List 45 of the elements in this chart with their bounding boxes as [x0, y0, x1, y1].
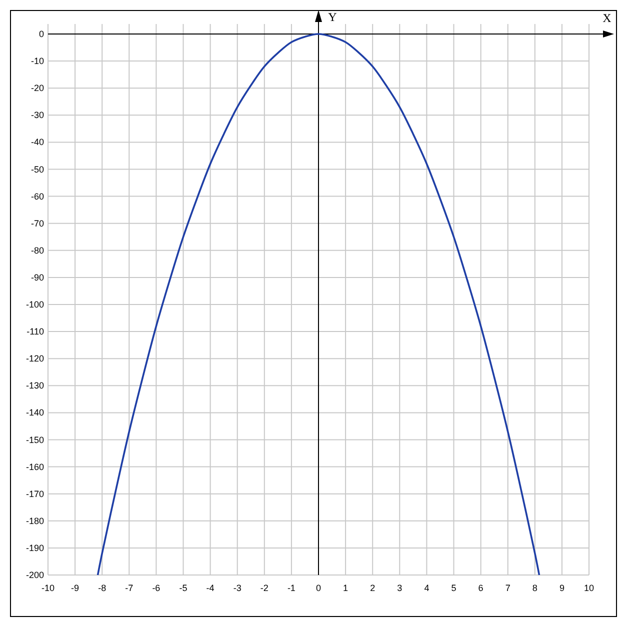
x-tick-label: 8 — [532, 583, 538, 593]
y-tick-label: -180 — [26, 516, 44, 526]
x-tick-label: 10 — [584, 583, 594, 593]
x-tick-label: 3 — [397, 583, 402, 593]
x-tick-label: 2 — [370, 583, 376, 593]
x-tick-label: -2 — [260, 583, 268, 593]
y-tick-label: -120 — [26, 354, 44, 364]
x-tick-label: -9 — [71, 583, 80, 593]
x-tick-label: 9 — [559, 583, 564, 593]
y-tick-label: -100 — [26, 300, 44, 310]
y-tick-label: -150 — [26, 434, 44, 445]
y-tick-label: -200 — [26, 570, 44, 580]
y-tick-label: -190 — [26, 542, 44, 553]
x-tick-label: -6 — [152, 583, 160, 593]
x-tick-label: 0 — [316, 583, 322, 593]
y-tick-label: -30 — [30, 110, 44, 120]
y-tick-label: 0 — [38, 29, 44, 39]
y-tick-label: -170 — [26, 488, 44, 499]
y-axis-title: Y — [328, 10, 338, 24]
y-tick-label: -90 — [30, 272, 44, 282]
x-tick-label: -5 — [179, 583, 188, 593]
x-tick-label: -10 — [41, 583, 55, 593]
y-tick-label: -110 — [26, 326, 44, 337]
y-tick-label: -20 — [30, 83, 44, 94]
y-tick-label: -160 — [26, 462, 44, 472]
line-series — [96, 33, 540, 576]
x-tick-label: 5 — [451, 583, 456, 593]
x-tick-label: 7 — [505, 583, 510, 593]
y-tick-label: -70 — [30, 218, 44, 228]
y-tick-label: -50 — [30, 164, 44, 174]
y-tick-label: -60 — [30, 191, 44, 202]
x-tick-label: -7 — [125, 583, 134, 593]
y-tick-label: -130 — [26, 380, 44, 391]
x-axis-title: X — [602, 11, 612, 25]
x-tick-label: 4 — [424, 583, 430, 593]
x-tick-label: 1 — [343, 583, 348, 593]
y-tick-label: -140 — [26, 408, 44, 418]
y-tick-label: -10 — [30, 56, 44, 66]
y-tick-label: -80 — [30, 245, 44, 256]
x-tick-label: -3 — [233, 583, 242, 593]
x-tick-label: -4 — [206, 583, 214, 593]
x-tick-label: -1 — [287, 583, 296, 593]
y-tick-label: -40 — [30, 137, 44, 148]
x-tick-label: 6 — [478, 583, 484, 593]
x-tick-label: -8 — [98, 583, 106, 593]
